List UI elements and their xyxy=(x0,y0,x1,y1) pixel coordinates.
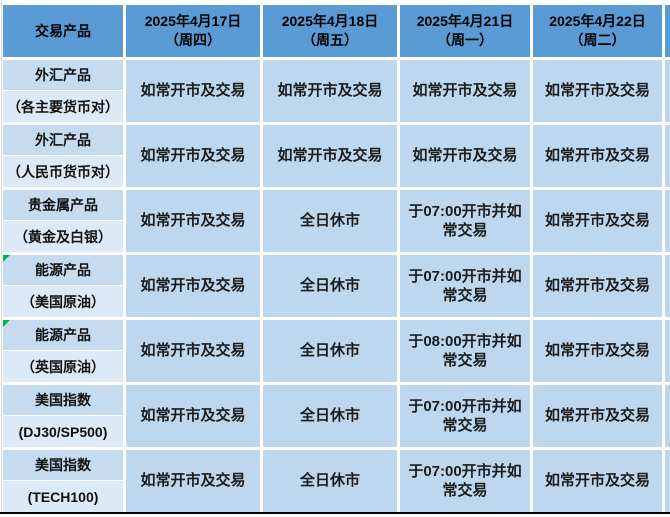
header-cell-date-2: 2025年4月18日 （周五） xyxy=(263,5,397,57)
product-detail: （英国原油） xyxy=(21,358,105,375)
schedule-cell: 如常开市及交易 xyxy=(126,255,260,317)
schedule-cell: 全日休市 xyxy=(263,450,397,512)
header-date: 2025年4月22日 xyxy=(549,13,646,29)
product-name: 美国指数 xyxy=(35,457,91,473)
product-cell: 美国指数 (DJ30/SP500) xyxy=(3,385,123,447)
header-cell-product: 交易产品 xyxy=(3,5,123,57)
schedule-cell: 如常开市及交易 xyxy=(263,125,397,187)
header-weekday: （周二） xyxy=(569,32,626,48)
product-detail: （各主要货币对） xyxy=(7,98,119,115)
sheet-edge-gridline xyxy=(1,0,2,512)
product-name: 外汇产品 xyxy=(35,67,91,83)
header-cell-date-4: 2025年4月22日 （周二） xyxy=(533,5,662,57)
product-name: 能源产品 xyxy=(35,262,91,278)
header-cell-date-3: 2025年4月21日 （周一） xyxy=(400,5,530,57)
product-cell: 美国指数 (TECH100) xyxy=(3,450,123,512)
product-cell: 外汇产品 （各主要货币对） xyxy=(3,60,123,122)
excel-error-flag-icon xyxy=(3,255,10,262)
schedule-cell: 于07:00开市并如常交易 xyxy=(400,385,530,447)
cutoff-column-header xyxy=(665,5,670,57)
header-date: 2025年4月21日 xyxy=(416,13,514,29)
schedule-cell: 如常开市及交易 xyxy=(533,255,662,317)
product-cell: 能源产品 （美国原油） xyxy=(3,255,123,317)
schedule-cell: 如常开市及交易 xyxy=(126,125,260,187)
schedule-cell: 如常开市及交易 xyxy=(263,60,397,122)
cutoff-column-cell xyxy=(665,385,670,447)
schedule-cell: 如常开市及交易 xyxy=(533,320,662,382)
schedule-cell: 如常开市及交易 xyxy=(400,60,530,122)
schedule-cell: 如常开市及交易 xyxy=(533,60,662,122)
schedule-cell: 如常开市及交易 xyxy=(126,385,260,447)
product-cell: 贵金属产品 （黄金及白银） xyxy=(3,190,123,252)
product-detail: (TECH100) xyxy=(27,488,99,505)
product-name: 能源产品 xyxy=(35,327,91,343)
header-weekday: （周四） xyxy=(165,32,221,48)
schedule-cell: 如常开市及交易 xyxy=(533,450,662,512)
header-weekday: （周五） xyxy=(302,32,358,48)
cutoff-column-cell xyxy=(665,190,670,252)
schedule-cell: 如常开市及交易 xyxy=(533,385,662,447)
cutoff-column-cell xyxy=(665,125,670,187)
product-cell: 外汇产品 （人民币货币对） xyxy=(3,125,123,187)
product-detail: （美国原油） xyxy=(21,293,105,310)
product-name: 美国指数 xyxy=(35,392,91,408)
schedule-cell: 于07:00开市并如常交易 xyxy=(400,255,530,317)
schedule-cell: 全日休市 xyxy=(263,255,397,317)
header-date: 2025年4月18日 xyxy=(281,13,379,29)
header-weekday: （周一） xyxy=(437,32,493,48)
schedule-cell: 全日休市 xyxy=(263,320,397,382)
cutoff-column-cell xyxy=(665,60,670,122)
product-name: 外汇产品 xyxy=(35,132,91,148)
cutoff-column-cell xyxy=(665,450,670,512)
table-bottom-border xyxy=(0,512,670,514)
schedule-grid: 交易产品 2025年4月17日 （周四） 2025年4月18日 （周五） 202… xyxy=(3,5,670,512)
header-cell-date-1: 2025年4月17日 （周四） xyxy=(126,5,260,57)
schedule-cell: 于07:00开市并如常交易 xyxy=(400,190,530,252)
header-label: 交易产品 xyxy=(35,22,91,39)
schedule-cell: 于07:00开市并如常交易 xyxy=(400,450,530,512)
schedule-cell: 如常开市及交易 xyxy=(126,60,260,122)
schedule-cell: 如常开市及交易 xyxy=(400,125,530,187)
product-detail: （黄金及白银） xyxy=(14,228,112,245)
schedule-cell: 如常开市及交易 xyxy=(533,125,662,187)
product-cell: 能源产品 （英国原油） xyxy=(3,320,123,382)
schedule-cell: 如常开市及交易 xyxy=(533,190,662,252)
product-name: 贵金属产品 xyxy=(28,197,98,213)
excel-error-flag-icon xyxy=(3,320,10,327)
schedule-cell: 如常开市及交易 xyxy=(126,190,260,252)
schedule-cell: 如常开市及交易 xyxy=(126,320,260,382)
cutoff-column-cell xyxy=(665,255,670,317)
cutoff-column-cell xyxy=(665,320,670,382)
product-detail: （人民币货币对） xyxy=(7,163,119,180)
schedule-cell: 全日休市 xyxy=(263,385,397,447)
header-date: 2025年4月17日 xyxy=(144,13,242,29)
product-detail: (DJ30/SP500) xyxy=(18,423,108,440)
schedule-cell: 全日休市 xyxy=(263,190,397,252)
schedule-cell: 于08:00开市并如常交易 xyxy=(400,320,530,382)
schedule-cell: 如常开市及交易 xyxy=(126,450,260,512)
